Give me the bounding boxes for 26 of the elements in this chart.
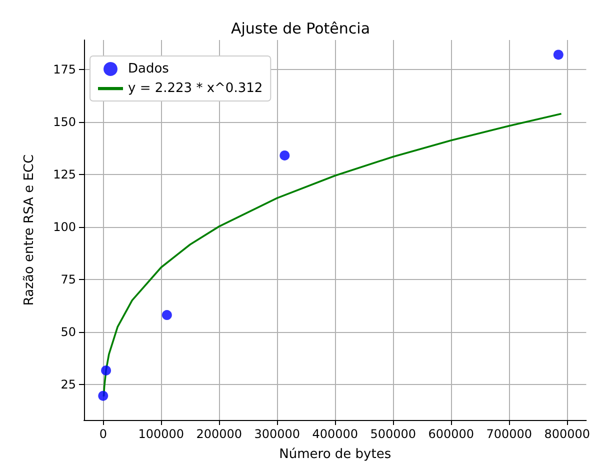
y-axis-title: Razão entre RSA e ECC [22, 154, 37, 306]
x-tick-label: 400000 [312, 427, 358, 441]
y-tick-label: 25 [60, 377, 76, 392]
legend-label: Dados [128, 62, 170, 76]
point [280, 150, 290, 160]
x-tick-label: 700000 [486, 427, 532, 441]
x-tick-label: 500000 [370, 427, 416, 441]
x-tick-label: 200000 [196, 427, 242, 441]
x-axis-title: Número de bytes [279, 447, 392, 462]
y-tick-label: 125 [53, 167, 76, 182]
x-tick-label: 0 [99, 427, 107, 441]
y-tick-label: 50 [60, 324, 76, 339]
x-tick-label: 600000 [428, 427, 474, 441]
point [101, 365, 112, 376]
point [98, 390, 108, 401]
x-tick-label: 300000 [254, 427, 300, 441]
y-tick-label: 175 [53, 62, 76, 76]
y-tick-label: 150 [53, 114, 76, 129]
x-tick-label: 100000 [138, 427, 184, 441]
chart-title: Ajuste de Potência [230, 20, 370, 38]
point [162, 310, 172, 320]
legend-label: y = 2.223 * x^0.312 [128, 81, 263, 96]
point [553, 50, 564, 60]
x-tick-label: 800000 [544, 427, 590, 441]
y-tick-label: 100 [53, 220, 76, 234]
y-tick-label: 75 [60, 272, 76, 286]
